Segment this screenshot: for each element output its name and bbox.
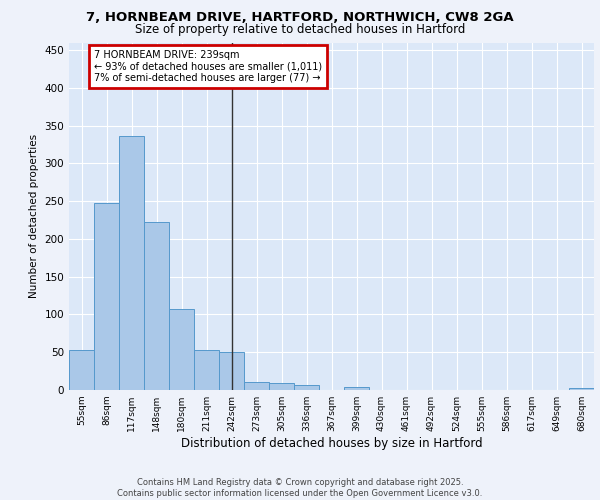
Bar (294, 384, 319, 390)
Bar (569, 388, 594, 390)
Bar (244, 382, 269, 390)
Bar (269, 383, 294, 390)
Text: Contains HM Land Registry data © Crown copyright and database right 2025.
Contai: Contains HM Land Registry data © Crown c… (118, 478, 482, 498)
Bar (169, 309, 194, 390)
Bar (194, 350, 219, 390)
Bar (69, 350, 94, 390)
X-axis label: Distribution of detached houses by size in Hartford: Distribution of detached houses by size … (181, 437, 482, 450)
Text: 7, HORNBEAM DRIVE, HARTFORD, NORTHWICH, CW8 2GA: 7, HORNBEAM DRIVE, HARTFORD, NORTHWICH, … (86, 11, 514, 24)
Bar (94, 204, 119, 390)
Bar (144, 222, 169, 390)
Text: 7 HORNBEAM DRIVE: 239sqm
← 93% of detached houses are smaller (1,011)
7% of semi: 7 HORNBEAM DRIVE: 239sqm ← 93% of detach… (94, 50, 322, 84)
Y-axis label: Number of detached properties: Number of detached properties (29, 134, 39, 298)
Bar (344, 387, 369, 390)
Bar (119, 136, 144, 390)
Bar (219, 352, 244, 390)
Text: Size of property relative to detached houses in Hartford: Size of property relative to detached ho… (135, 22, 465, 36)
